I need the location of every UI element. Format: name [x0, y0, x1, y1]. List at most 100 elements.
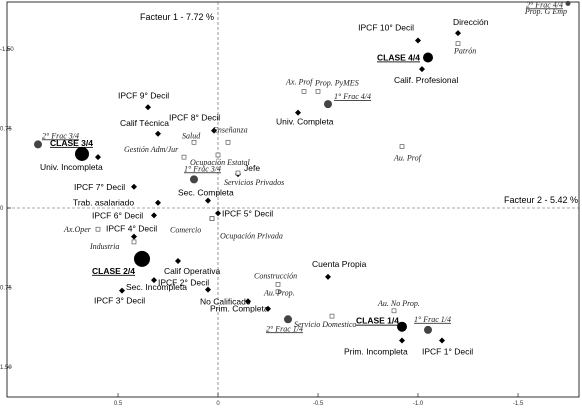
- point-patron: Patrón: [453, 41, 476, 56]
- square-marker: [275, 289, 281, 295]
- x-tick-label: 0.5: [114, 401, 123, 407]
- point-clase-4-4: CLASE 4/4: [377, 52, 433, 63]
- diamond-marker: [399, 337, 405, 344]
- point-1-frac-3-4: 1° Frac 3/4: [184, 164, 221, 184]
- point-calif-operativa: Calif Operativa: [164, 258, 220, 276]
- point-sec-incompleta: Sec. Incompleta: [126, 277, 187, 292]
- point-label: Ax.Oper: [63, 225, 92, 234]
- point-label: Patrón: [453, 47, 476, 56]
- circle-marker: [324, 100, 332, 109]
- point-label: Trab. asalariado: [73, 198, 134, 208]
- point-label: Calif Operativa: [164, 266, 220, 276]
- square-marker: [235, 170, 241, 176]
- point-salud: Salud: [182, 131, 201, 145]
- point-label: Industria: [89, 242, 119, 251]
- point-label: Au. Prof: [393, 154, 423, 163]
- point-2-frac-1-4: 2° Frac 1/4: [266, 315, 303, 333]
- square-marker: [225, 139, 231, 145]
- square-marker: [181, 154, 187, 160]
- square-marker: [215, 152, 221, 158]
- diamond-marker: [175, 258, 181, 264]
- point-au-no-prop: Au. No Prop.: [377, 299, 420, 314]
- point-label: Ax. Prof: [285, 77, 314, 86]
- point-clase-2-4: CLASE 2/4: [92, 250, 150, 276]
- diamond-marker: [95, 154, 101, 161]
- point-calif-tecnica: Calif Técnica: [120, 118, 169, 137]
- point-label: IPCF 3° Decil: [94, 296, 145, 306]
- point-label: Cuenta Propia: [312, 259, 367, 269]
- diamond-marker: [155, 199, 161, 206]
- point-construccion: Construcción: [254, 271, 297, 287]
- point-no-calificado: No Calificado: [200, 296, 251, 306]
- diamond-marker: [265, 305, 271, 312]
- point-servicios-privados: Servicios Privados: [224, 170, 284, 187]
- square-marker: [301, 89, 307, 94]
- point-univ-completa: Univ. Completa: [276, 109, 334, 127]
- point-label: Comercio: [170, 226, 201, 235]
- point-label: Prop. PyMES: [314, 78, 359, 87]
- diamond-marker: [325, 273, 331, 280]
- point-label: No Calificado: [200, 296, 251, 306]
- point-ipcf-6-decil: IPCF 6° Decil: [92, 210, 157, 220]
- point-label: Gestión Adm/Jur: [124, 145, 179, 154]
- point-label: CLASE 3/4: [50, 138, 93, 148]
- point-label: IPCF 10° Decil: [358, 23, 414, 33]
- point-label: IPCF 7° Decil: [74, 182, 125, 192]
- point-label: Univ. Completa: [276, 117, 334, 127]
- point-ipcf-9-decil: IPCF 9° Decil: [118, 90, 169, 111]
- point-ax-oper: Ax.Oper: [63, 225, 101, 234]
- diamond-marker: [205, 286, 211, 293]
- point-sec-completa: Sec. Completa: [178, 188, 234, 204]
- x-tick-label: -1.0: [413, 401, 424, 407]
- x-tick-label: -1.5: [513, 401, 524, 407]
- point-label: 1° Frac 1/4: [414, 315, 451, 324]
- point-1-frac-4-4: 1° Frac 4/4: [324, 92, 371, 109]
- diamond-marker: [215, 210, 221, 217]
- point-label: IPCF 6° Decil: [92, 210, 143, 220]
- diamond-marker: [131, 183, 137, 190]
- x-tick-label: -0.5: [313, 401, 324, 407]
- point-au-prof: Au. Prof: [393, 144, 423, 163]
- square-marker: [315, 89, 321, 94]
- point-ensenanza: Enseñanza: [212, 125, 248, 145]
- point-ipcf-2-decil: IPCF 2° Decil: [158, 278, 211, 293]
- ticks-group: 0.5 0 -0.5 -1.0 -1.5 -1.50 0.75 0 0.75 1.50: [0, 47, 524, 407]
- point-label: IPCF 9° Decil: [118, 90, 169, 100]
- point-label: IPCF 2° Decil: [158, 278, 209, 288]
- plot-frame: [6, 1, 580, 398]
- diamond-marker: [415, 37, 421, 44]
- diamond-marker: [119, 287, 125, 294]
- point-ipcf-5-decil: IPCF 5° Decil: [215, 208, 273, 218]
- point-label: Ocupación Estatal: [190, 158, 251, 167]
- circle-marker: [34, 140, 42, 149]
- point-gestion-adm-jur: Gestión Adm/Jur: [124, 145, 187, 160]
- point-label: Calif Técnica: [120, 118, 169, 128]
- diamond-marker: [245, 298, 251, 305]
- point-cuenta-propia: Cuenta Propia: [312, 259, 367, 280]
- x-tick-label: 0: [216, 401, 220, 407]
- point-clase-1-4: CLASE 1/4: [356, 316, 407, 332]
- class-circle-marker: [397, 321, 407, 332]
- point-univ-incompleta: Univ. Incompleta: [40, 154, 103, 172]
- square-marker: [275, 282, 281, 287]
- class-circle-marker: [423, 52, 433, 63]
- circle-marker: [424, 325, 432, 334]
- point-label: Dirección: [453, 17, 489, 27]
- square-marker: [95, 226, 101, 232]
- y-tick-label: -1.50: [0, 47, 14, 53]
- diamond-marker: [155, 130, 161, 137]
- point-2-frac-3-4: 2° Frac 3/4: [34, 131, 79, 149]
- diamond-marker: [205, 197, 211, 204]
- class-circle-marker: [75, 146, 89, 161]
- point-label: IPCF 1° Decil: [422, 347, 473, 357]
- square-marker: [131, 239, 137, 245]
- y-tick-label: 1.50: [0, 365, 12, 371]
- circle-marker: [565, 0, 571, 6]
- square-marker: [209, 216, 215, 221]
- point-prop-g-emp: Prop. G Emp: [524, 7, 567, 16]
- point-label: 2° Frac 3/4: [42, 131, 79, 140]
- point-trab-asalariado: Trab. asalariado: [73, 198, 161, 208]
- circle-marker: [190, 175, 198, 184]
- y-axis-title: Facteur 1 - 7.72 %: [140, 12, 214, 22]
